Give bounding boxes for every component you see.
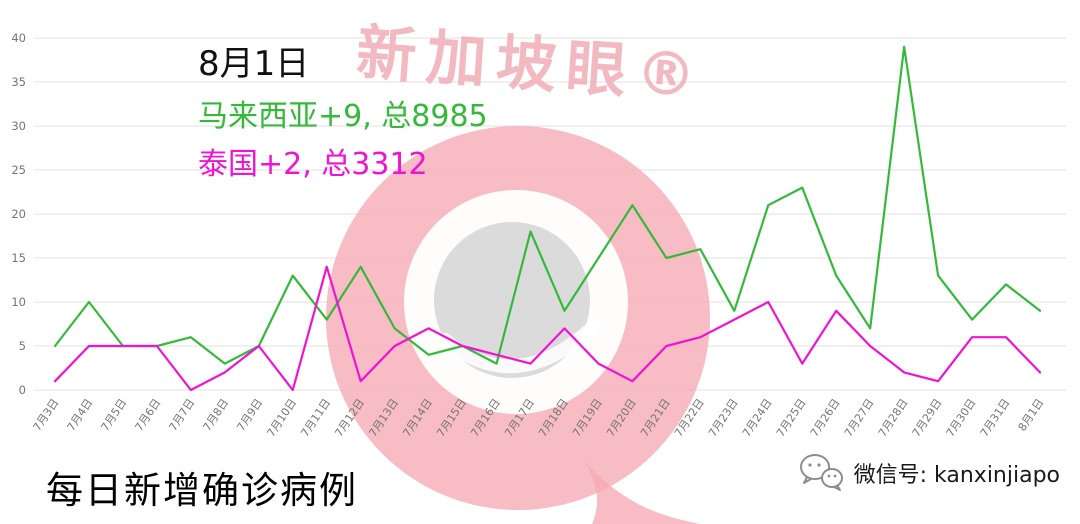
- x-tick-label: 7月25日: [774, 396, 809, 439]
- x-tick-label: 7月28日: [876, 396, 911, 439]
- y-tick-label: 0: [19, 383, 26, 397]
- y-tick-label: 30: [11, 119, 26, 133]
- x-tick-label: 7月6日: [132, 396, 163, 433]
- annotation-thailand: 泰国+2, 总3312: [198, 146, 428, 182]
- x-tick-label: 7月27日: [842, 396, 877, 439]
- x-tick-label: 8月1日: [1016, 396, 1047, 433]
- x-tick-label: 7月23日: [706, 396, 741, 439]
- x-tick-label: 7月17日: [502, 396, 537, 439]
- y-tick-label: 15: [11, 251, 26, 265]
- x-tick-label: 7月26日: [808, 396, 843, 439]
- x-tick-label: 7月10日: [264, 396, 299, 439]
- x-tick-label: 7月13日: [366, 396, 401, 439]
- x-tick-label: 7月11日: [298, 396, 333, 439]
- x-tick-label: 7月5日: [99, 396, 130, 433]
- x-tick-label: 7月20日: [604, 396, 639, 439]
- y-tick-label: 35: [11, 75, 26, 89]
- x-tick-label: 7月8日: [200, 396, 231, 433]
- chart-title: 每日新增确诊病例: [46, 469, 358, 512]
- y-tick-label: 40: [11, 31, 26, 45]
- y-tick-label: 10: [11, 295, 26, 309]
- x-tick-label: 7月29日: [910, 396, 945, 439]
- wechat-icon: [799, 454, 843, 491]
- y-tick-label: 25: [11, 163, 26, 177]
- x-tick-label: 7月3日: [31, 396, 62, 433]
- x-tick-label: 7月9日: [234, 396, 265, 433]
- x-tick-label: 7月21日: [638, 396, 673, 439]
- x-tick-label: 7月4日: [65, 396, 96, 433]
- x-tick-label: 7月18日: [536, 396, 571, 439]
- x-tick-label: 7月22日: [672, 396, 707, 439]
- wechat-badge: 微信号: kanxinjiapo: [798, 452, 1060, 494]
- x-tick-label: 7月12日: [332, 396, 367, 439]
- annotation-malaysia: 马来西亚+9, 总8985: [198, 99, 488, 135]
- y-tick-label: 20: [11, 207, 26, 221]
- x-tick-label: 7月19日: [570, 396, 605, 439]
- series-line-thailand: [53, 265, 1042, 392]
- x-tick-label: 7月7日: [166, 396, 197, 433]
- annotation-date: 8月1日: [198, 44, 310, 84]
- x-tick-label: 7月15日: [434, 396, 469, 439]
- x-tick-label: 7月16日: [468, 396, 503, 439]
- y-tick-label: 5: [19, 339, 26, 353]
- wechat-id-text: 微信号: kanxinjiapo: [853, 463, 1060, 488]
- x-tick-label: 7月31日: [978, 396, 1013, 439]
- x-tick-label: 7月30日: [944, 396, 979, 439]
- x-tick-label: 7月24日: [740, 396, 775, 439]
- x-tick-label: 7月14日: [400, 396, 435, 439]
- annotation-box: 8月1日 马来西亚+9, 总8985 泰国+2, 总3312: [198, 40, 488, 190]
